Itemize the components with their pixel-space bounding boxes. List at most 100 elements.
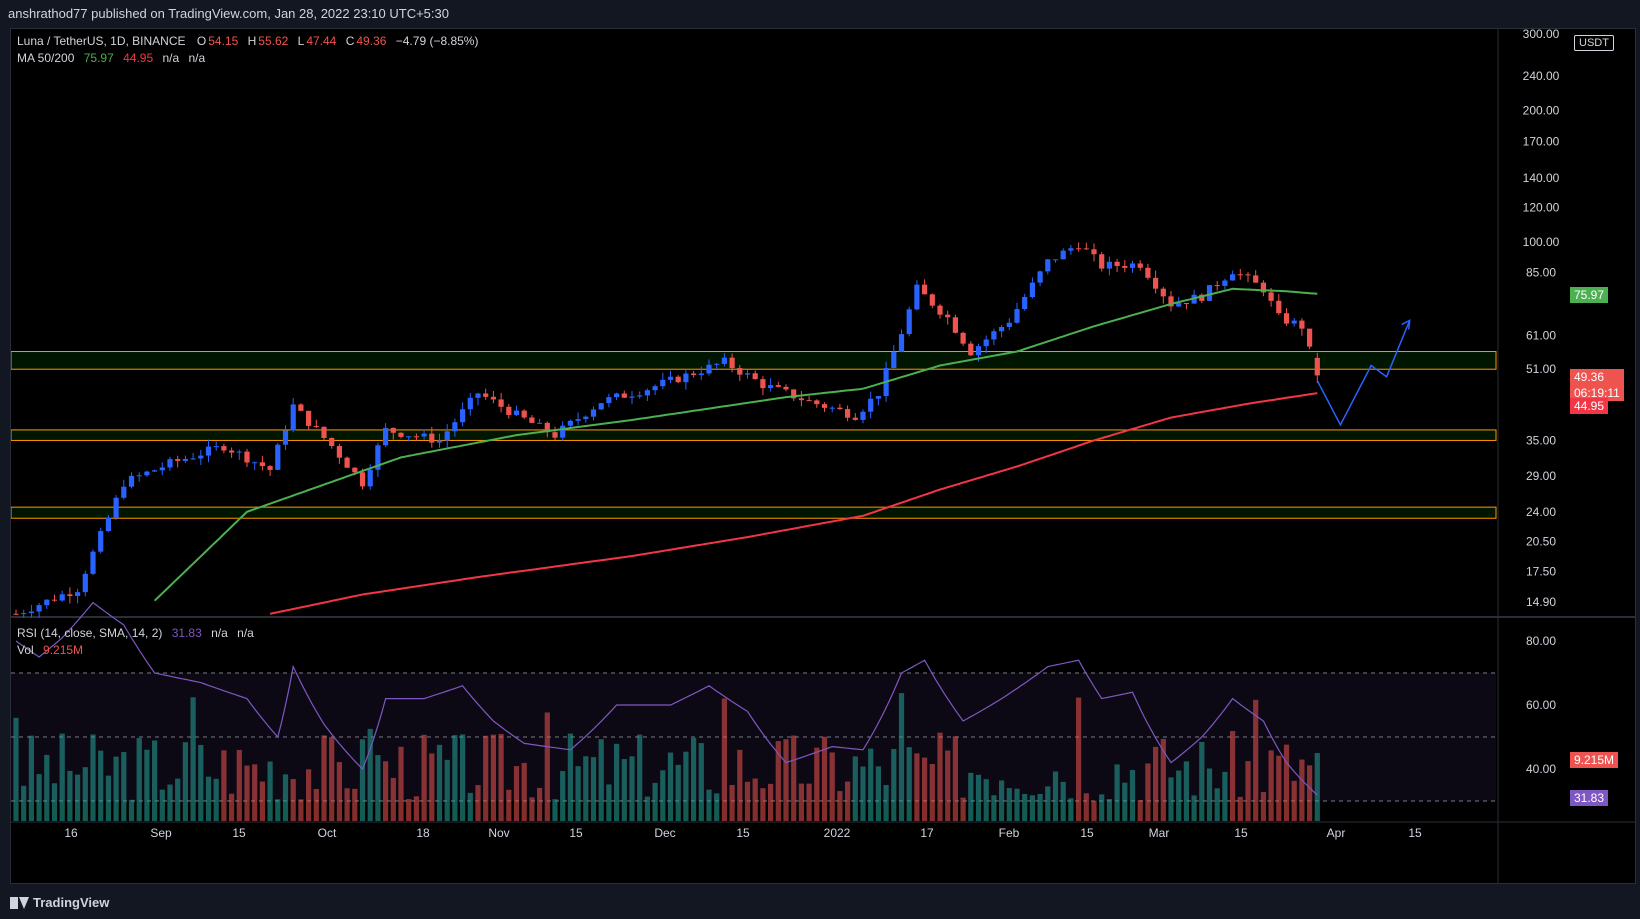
candle-down	[1076, 248, 1082, 250]
volume-bar	[1214, 788, 1220, 821]
volume-bar	[375, 755, 381, 821]
price-tick: 300.00	[1523, 29, 1560, 41]
volume-bar	[490, 734, 496, 821]
volume-bar	[1137, 800, 1143, 821]
time-tick: 15	[736, 826, 750, 840]
volume-bar	[929, 764, 935, 821]
volume-bar	[737, 749, 743, 821]
candle-up	[1052, 259, 1059, 261]
candle-up	[282, 430, 289, 445]
volume-bar	[991, 795, 997, 821]
candle-down	[1183, 303, 1189, 305]
candle-down	[329, 437, 335, 447]
volume-bar	[1253, 699, 1259, 821]
volume-bar	[175, 778, 181, 821]
candle-down	[359, 472, 366, 487]
volume-bar	[945, 750, 951, 821]
open-value: 54.15	[208, 34, 239, 48]
candle-down	[390, 427, 396, 433]
volume-bar	[652, 782, 658, 821]
candle-down	[344, 457, 350, 468]
volume-bar	[1168, 777, 1174, 821]
candle-down	[298, 404, 304, 411]
price-tick: 170.00	[1523, 134, 1560, 148]
candle-up	[991, 331, 997, 340]
candle-up	[1060, 250, 1066, 260]
time-tick: Nov	[488, 826, 509, 840]
price-tick: 20.50	[1526, 535, 1556, 549]
candle-up	[1230, 274, 1236, 281]
candle-up	[768, 385, 774, 389]
volume-bar	[1237, 796, 1243, 821]
volume-bar	[567, 733, 573, 821]
last-price-tag: 49.36 06:19:11	[1570, 369, 1624, 401]
tradingview-logo[interactable]: TradingView	[10, 895, 109, 910]
volume-bar	[182, 742, 188, 821]
candle-up	[1129, 263, 1136, 268]
candle-up	[637, 395, 643, 397]
price-tick: 61.00	[1526, 328, 1556, 342]
volume-bar	[28, 735, 34, 821]
volume-bar	[752, 778, 758, 821]
time-tick: 18	[416, 826, 430, 840]
candle-up	[436, 440, 443, 443]
volume-bar	[44, 754, 50, 821]
volume-bar	[136, 738, 142, 821]
price-chart[interactable]: 300.00 240.00 200.00 170.00 140.00 120.00 100.…	[11, 29, 1635, 883]
candle-down	[1245, 274, 1251, 276]
volume-bar	[983, 779, 989, 821]
candle-up	[860, 411, 866, 420]
volume-bar	[875, 766, 881, 821]
volume-bar	[236, 749, 242, 821]
ma50-value: 75.97	[83, 51, 114, 65]
volume-bar	[698, 743, 704, 821]
rsi-tag: 31.83	[1570, 790, 1609, 806]
volume-bar	[744, 781, 751, 821]
candle-up	[644, 390, 650, 396]
volume-bar	[244, 765, 250, 821]
volume-bar	[937, 732, 943, 821]
candle-down	[1283, 313, 1290, 324]
volume-bar	[1122, 782, 1128, 821]
volume-bar	[21, 785, 27, 821]
volume-bar	[1083, 793, 1089, 821]
candle-up	[21, 613, 27, 615]
volume-bar	[590, 757, 597, 821]
volume-bar	[806, 783, 812, 821]
low-label: L	[297, 34, 305, 48]
volume-bar	[1045, 786, 1051, 821]
volume-bar	[213, 778, 219, 821]
volume-bar	[906, 747, 912, 821]
volume-bar	[1307, 765, 1313, 821]
time-tick: 16	[64, 826, 78, 840]
candle-down	[760, 379, 766, 389]
candle-up	[36, 605, 42, 612]
volume-bar	[721, 698, 727, 821]
time-tick: Mar	[1149, 826, 1170, 840]
volume-bar	[883, 784, 889, 821]
currency-button[interactable]: USDT	[1574, 35, 1614, 51]
volume-bar	[637, 734, 643, 821]
candle-up	[660, 379, 666, 387]
time-tick: 2022	[824, 826, 851, 840]
candle-up	[590, 409, 597, 417]
candle-up	[213, 446, 219, 448]
candle-up	[467, 397, 473, 410]
volume-bar	[82, 767, 88, 821]
candle-up	[1106, 261, 1112, 269]
volume-bar	[436, 744, 443, 821]
volume-tag: 9.215M	[1570, 752, 1619, 768]
volume-bar	[1153, 746, 1159, 821]
volume-bar	[860, 766, 866, 821]
price-tick: 17.50	[1526, 565, 1556, 579]
price-tick: 24.00	[1526, 505, 1556, 519]
price-tick: 120.00	[1523, 200, 1560, 214]
volume-bar	[98, 750, 104, 821]
volume-bar	[729, 784, 735, 821]
candle-up	[121, 486, 127, 498]
volume-bar	[467, 792, 473, 821]
volume-bar	[1145, 763, 1151, 821]
volume-bar	[891, 748, 897, 821]
volume-bar	[821, 736, 828, 821]
chart-frame[interactable]: 300.00 240.00 200.00 170.00 140.00 120.00 100.…	[10, 28, 1636, 884]
